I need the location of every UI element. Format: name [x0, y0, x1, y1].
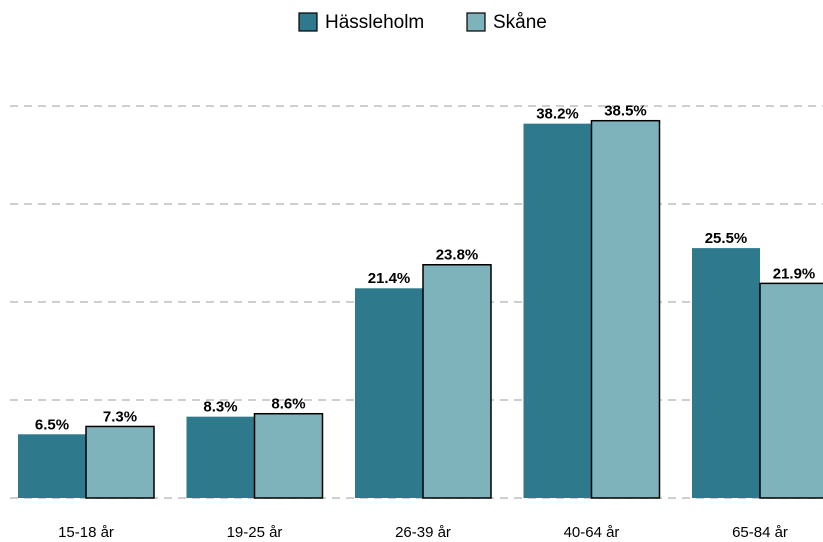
legend-label: Skåne — [493, 12, 547, 33]
value-label: 7.3% — [103, 408, 137, 425]
value-label: 38.2% — [536, 106, 579, 123]
bar — [186, 416, 255, 498]
value-label: 21.9% — [773, 265, 816, 282]
bar — [18, 434, 86, 498]
legend-swatch — [298, 12, 318, 32]
x-tick-label: 19-25 år — [227, 524, 283, 541]
bar — [85, 425, 155, 499]
bar — [692, 248, 760, 498]
value-label: 6.5% — [35, 416, 69, 433]
value-label: 8.6% — [271, 396, 305, 413]
bar — [590, 119, 661, 499]
value-label: 23.8% — [436, 247, 479, 264]
value-label: 38.5% — [604, 103, 647, 120]
x-tick-label: 26-39 år — [395, 524, 451, 541]
value-label: 21.4% — [368, 270, 411, 287]
value-label: 8.3% — [203, 399, 237, 416]
value-label: 25.5% — [705, 230, 748, 247]
legend-swatch — [466, 12, 486, 32]
bar — [253, 412, 324, 499]
x-tick-label: 65-84 år — [732, 524, 788, 541]
bar — [422, 264, 492, 499]
bar — [523, 123, 592, 498]
x-tick-label: 15-18 år — [58, 524, 114, 541]
bar — [355, 288, 423, 498]
legend-label: Hässleholm — [325, 12, 424, 33]
bar — [759, 282, 823, 499]
x-tick-label: 40-64 år — [564, 524, 620, 541]
